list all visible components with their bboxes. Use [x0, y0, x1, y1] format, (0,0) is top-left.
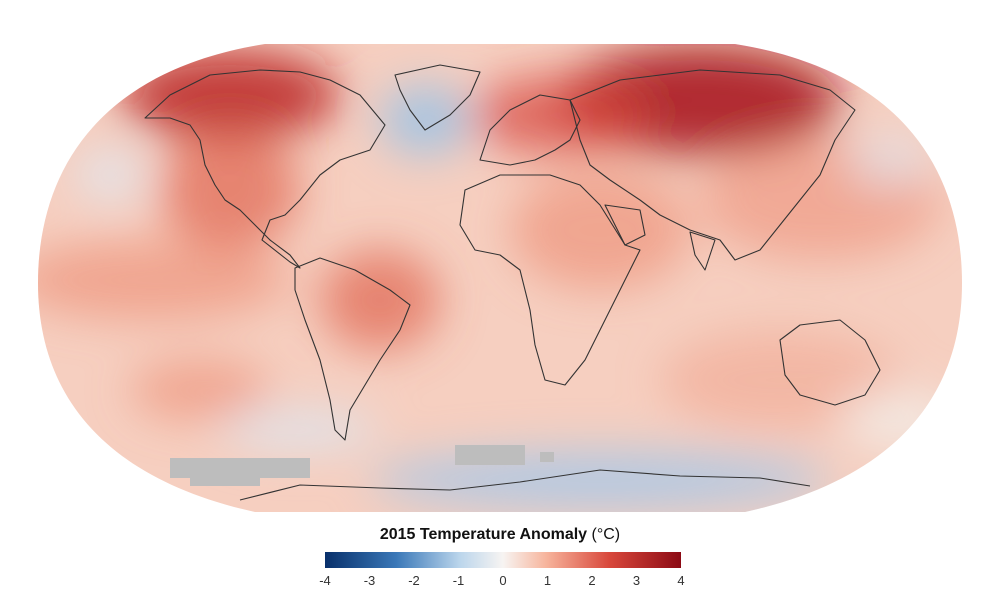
world-temperature-map [38, 44, 962, 512]
anomaly-field [38, 44, 962, 512]
colorbar-tick-label: -1 [452, 573, 465, 588]
colorbar [325, 552, 681, 568]
map-svg [38, 44, 962, 512]
colorbar-tick-label: 0 [499, 573, 507, 588]
colorbar-tick-label: 4 [677, 573, 685, 588]
colorbar-tick-label: 3 [632, 573, 641, 588]
legend-title-unit: (°C) [591, 526, 621, 543]
coastlines [144, 64, 881, 501]
legend: 2015 Temperature Anomaly (°C) -4 -3 -2 -1 0 1… [300, 520, 700, 596]
colorbar-tick-label: -4 [319, 573, 331, 588]
colorbar-tick-label: -2 [408, 573, 420, 588]
legend-title-text: 2015 Temperature Anomaly [379, 526, 588, 543]
colorbar-tick-label: -3 [363, 573, 376, 588]
colorbar-tick-label: 1 [543, 573, 552, 588]
legend-title: 2015 Temperature Anomaly (°C) [300, 526, 700, 544]
colorbar-tick-label: 2 [588, 573, 596, 588]
